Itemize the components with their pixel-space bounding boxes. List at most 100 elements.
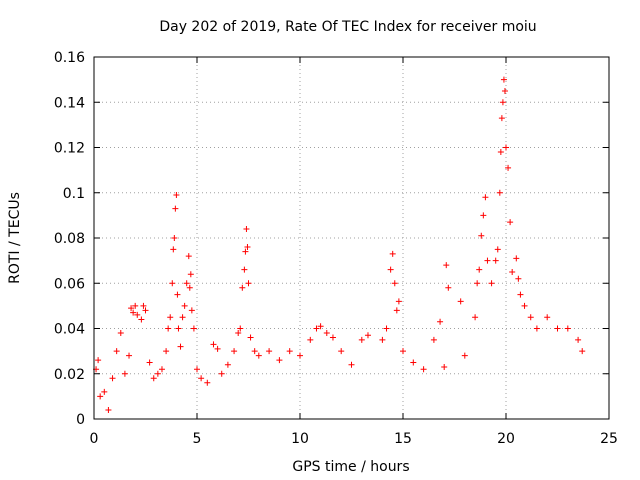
data-point <box>395 298 402 305</box>
data-point <box>109 375 116 382</box>
data-point <box>188 307 195 314</box>
data-point <box>323 330 330 337</box>
data-point <box>255 352 262 359</box>
data-point <box>286 348 293 355</box>
data-point <box>173 192 180 199</box>
data-point <box>492 257 499 264</box>
data-point <box>430 336 437 343</box>
data-point <box>441 363 448 370</box>
data-point <box>128 305 135 312</box>
data-point <box>185 253 192 260</box>
data-point <box>276 357 283 364</box>
data-point <box>247 334 254 341</box>
data-point <box>400 348 406 355</box>
data-point <box>494 246 501 253</box>
data-point <box>138 316 145 323</box>
data-point <box>172 205 179 212</box>
data-point <box>163 348 170 355</box>
data-point <box>177 343 184 350</box>
data-point <box>237 325 244 332</box>
data-point <box>505 164 512 171</box>
data-point <box>480 212 487 219</box>
data-point <box>348 361 355 368</box>
data-point <box>484 257 491 264</box>
y-axis-label: ROTI / TECUs <box>7 192 23 284</box>
data-point <box>443 262 450 269</box>
data-point <box>564 325 571 332</box>
data-point <box>307 336 314 343</box>
data-point <box>186 284 193 291</box>
data-point <box>387 266 394 273</box>
data-point <box>231 348 238 355</box>
data-point <box>437 318 444 325</box>
data-point <box>158 366 165 373</box>
data-point <box>224 361 231 368</box>
data-point <box>476 266 483 273</box>
data-point <box>170 246 177 253</box>
data-point <box>245 280 252 287</box>
data-point <box>169 280 176 287</box>
data-point <box>521 302 528 309</box>
data-point <box>527 314 534 321</box>
data-point <box>214 345 221 352</box>
data-point <box>500 76 507 83</box>
data-point <box>140 302 147 309</box>
data-point <box>105 406 112 413</box>
y-tick-label: 0.08 <box>54 231 85 247</box>
y-tick-label: 0.04 <box>54 322 85 338</box>
x-axis-label: GPS time / hours <box>292 459 409 475</box>
y-axis: 0 0.02 0.04 0.06 0.08 0.1 0.12 0.14 0.16 <box>54 50 609 428</box>
data-point <box>146 359 153 366</box>
data-point <box>243 225 250 232</box>
data-point <box>101 388 108 395</box>
data-point <box>183 280 190 287</box>
data-point <box>389 250 396 257</box>
data-point <box>497 149 504 156</box>
data-point <box>533 325 540 332</box>
data-point <box>132 302 139 309</box>
data-point <box>244 244 251 251</box>
x-tick-label: 5 <box>193 431 202 447</box>
data-point <box>175 325 182 332</box>
data-point <box>391 280 398 287</box>
data-point <box>472 314 479 321</box>
data-point <box>190 325 197 332</box>
x-tick-label: 0 <box>90 431 99 447</box>
data-point <box>364 332 371 339</box>
data-point <box>204 379 211 386</box>
data-point <box>338 348 345 355</box>
data-point <box>297 352 303 359</box>
data-point <box>242 248 249 255</box>
data-point <box>97 393 104 400</box>
data-point <box>379 336 386 343</box>
data-point <box>171 235 178 241</box>
data-point <box>150 375 157 382</box>
data-point <box>478 232 485 239</box>
chart-title: Day 202 of 2019, Rate Of TEC Index for r… <box>159 19 536 35</box>
data-point <box>329 334 336 341</box>
data-point <box>251 348 258 355</box>
data-point <box>181 302 188 309</box>
data-points <box>93 76 586 413</box>
data-point <box>194 366 200 373</box>
data-point <box>134 311 141 318</box>
data-point <box>317 323 324 330</box>
data-point <box>313 325 320 332</box>
data-point <box>420 366 427 373</box>
data-point <box>154 370 161 377</box>
data-point <box>474 280 481 287</box>
y-tick-label: 0.14 <box>54 95 85 111</box>
data-point <box>358 336 365 343</box>
data-point <box>165 325 172 332</box>
data-point <box>579 348 586 355</box>
data-point <box>457 298 464 305</box>
data-point <box>174 291 181 298</box>
y-tick-label: 0 <box>76 412 85 428</box>
data-point <box>501 87 508 94</box>
data-point <box>482 194 489 201</box>
x-tick-label: 25 <box>600 431 618 447</box>
data-point <box>179 314 186 321</box>
x-axis: 0 5 10 15 20 25 <box>90 57 618 447</box>
data-point <box>121 370 128 377</box>
data-point <box>513 255 520 262</box>
